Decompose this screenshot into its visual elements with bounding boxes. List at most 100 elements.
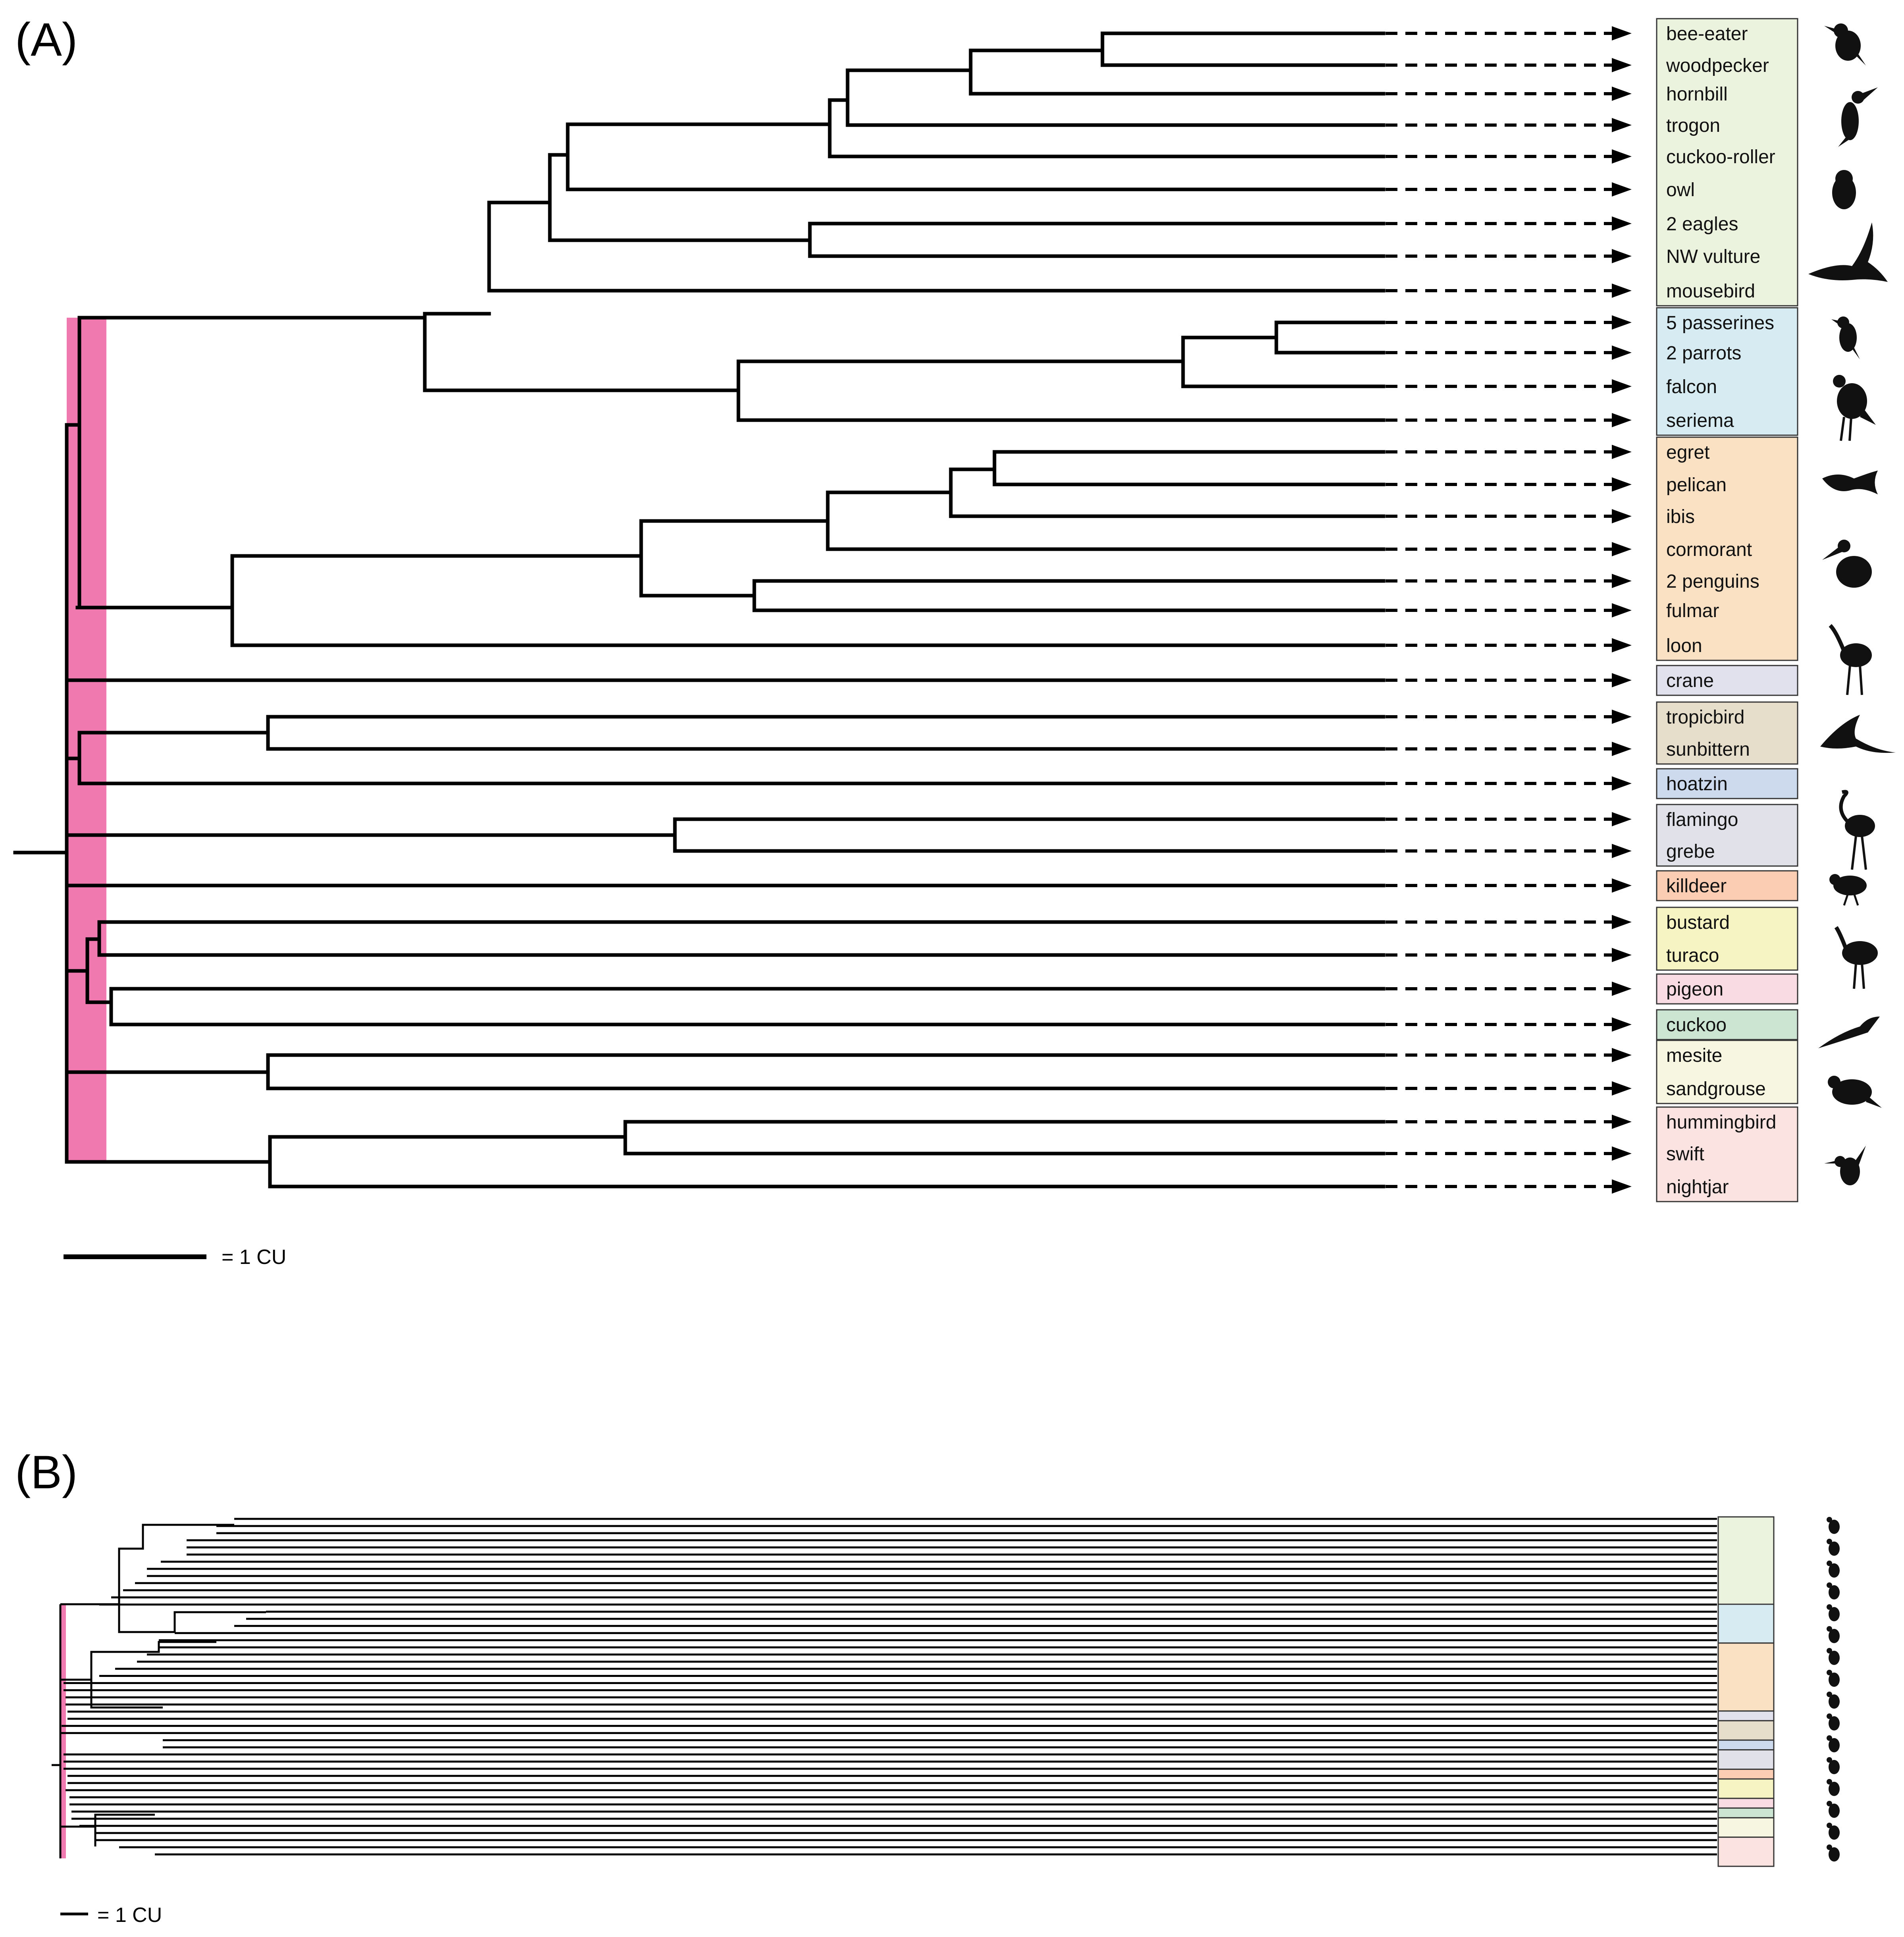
clade-box xyxy=(1656,1009,1798,1040)
hummingbird-icon xyxy=(1824,1146,1866,1185)
bird-mini-icon xyxy=(1827,1517,1832,1522)
arrowhead xyxy=(1612,1179,1632,1194)
clade-box-b xyxy=(1717,1642,1775,1712)
clade-box-b xyxy=(1717,1720,1775,1741)
bird-mini-icon xyxy=(1829,1541,1840,1556)
clade-box xyxy=(1656,18,1798,307)
tip-label: bee-eater xyxy=(1666,23,1748,44)
clade-box xyxy=(1656,804,1798,867)
arrowhead xyxy=(1612,445,1632,459)
arrowhead xyxy=(1612,315,1632,330)
bird-mini-icon xyxy=(1829,1716,1840,1731)
bird-mini-icon xyxy=(1827,1539,1832,1544)
cormorant-icon xyxy=(1822,471,1878,494)
tip-label: cuckoo xyxy=(1666,1015,1727,1036)
bird-mini-icon xyxy=(1829,1760,1840,1774)
tip-label: hummingbird xyxy=(1666,1112,1776,1133)
bustard-icon xyxy=(1834,926,1878,989)
arrowhead xyxy=(1612,776,1632,791)
bird-mini-icon xyxy=(1829,1520,1840,1534)
tip-label: turaco xyxy=(1666,945,1719,966)
arrowhead xyxy=(1612,574,1632,588)
tip-label: flamingo xyxy=(1666,809,1738,830)
clade-box-b xyxy=(1717,1749,1775,1770)
arrowhead xyxy=(1612,1017,1632,1032)
eagle-icon xyxy=(1808,222,1888,282)
arrowhead xyxy=(1612,915,1632,929)
sandgrouse-icon xyxy=(1828,1076,1882,1108)
owl-icon xyxy=(1832,170,1856,209)
bird-mini-icon xyxy=(1829,1607,1840,1621)
bird-mini-icon xyxy=(1829,1563,1840,1578)
tip-label: sandgrouse xyxy=(1666,1078,1766,1100)
tip-label: hornbill xyxy=(1666,84,1728,105)
arrowhead xyxy=(1612,249,1632,263)
tip-label: egret xyxy=(1666,442,1709,463)
clade-box-b xyxy=(1717,1739,1775,1751)
arrowhead xyxy=(1612,149,1632,164)
arrowhead xyxy=(1612,509,1632,523)
tip-label: NW vulture xyxy=(1666,246,1760,267)
bird-mini-icon xyxy=(1827,1844,1832,1850)
bird-mini-icon xyxy=(1829,1673,1840,1687)
tip-label: cormorant xyxy=(1666,539,1752,560)
cuckoo-icon xyxy=(1818,1017,1880,1048)
clade-box-b xyxy=(1717,1807,1775,1819)
bird-mini-icon xyxy=(1829,1651,1840,1665)
panel-a: (A) bee-eater woodpecker hornbill trogon cuc… xyxy=(13,14,1896,1269)
hornbill-icon xyxy=(1838,87,1878,147)
clade-box-b xyxy=(1717,1798,1775,1809)
tip-label: pigeon xyxy=(1666,979,1723,1000)
arrowhead xyxy=(1612,638,1632,652)
tip-label: bustard xyxy=(1666,912,1730,933)
tip-label: mesite xyxy=(1666,1045,1722,1066)
silhouettes xyxy=(1808,23,1896,1185)
bird-mini-icon xyxy=(1829,1585,1840,1599)
bird-mini-icon xyxy=(1827,1626,1832,1632)
arrowhead xyxy=(1612,812,1632,826)
arrowhead xyxy=(1612,603,1632,617)
tip-label: trogon xyxy=(1666,115,1720,136)
clade-box xyxy=(1656,1106,1798,1202)
bird-mini-icon xyxy=(1827,1670,1832,1675)
bird-mini-icon xyxy=(1829,1694,1840,1709)
arrowhead xyxy=(1612,182,1632,197)
tip-label: mousebird xyxy=(1666,281,1755,302)
clade-box xyxy=(1656,436,1798,661)
arrowhead xyxy=(1612,742,1632,756)
clade-box-b xyxy=(1717,1837,1775,1867)
tip-label: nightjar xyxy=(1666,1177,1729,1198)
bird-mini-icon xyxy=(1829,1825,1840,1840)
tip-labels: bee-eater woodpecker hornbill trogon cuckoo-… xyxy=(1666,23,1776,1198)
panel-b: (B) = 1 CU xyxy=(15,1446,1840,1927)
arrowhead xyxy=(1612,1081,1632,1096)
panel-b-label: (B) xyxy=(15,1446,77,1499)
arrowhead xyxy=(1612,1146,1632,1161)
bird-mini-icon xyxy=(1827,1757,1832,1763)
tip-label: fulmar xyxy=(1666,600,1719,621)
bird-mini-icon xyxy=(1829,1782,1840,1796)
tip-label: woodpecker xyxy=(1666,55,1769,76)
tip-label: 2 penguins xyxy=(1666,571,1759,592)
clade-box-b xyxy=(1717,1778,1775,1799)
scale-label-a: = 1 CU xyxy=(222,1246,286,1269)
arrowhead xyxy=(1612,1115,1632,1129)
flamingo-icon xyxy=(1839,790,1875,870)
root-highlight-bar-b xyxy=(60,1604,66,1858)
arrowhead xyxy=(1612,1048,1632,1062)
arrowhead xyxy=(1612,216,1632,231)
tip-label: ibis xyxy=(1666,506,1695,527)
bird-mini-icon xyxy=(1827,1801,1832,1806)
bird-mini-icon xyxy=(1827,1582,1832,1588)
scale-label-b: = 1 CU xyxy=(97,1904,162,1927)
bee-eater-icon xyxy=(1824,23,1866,66)
panel-b-clade-boxes xyxy=(1717,1516,1775,1867)
clade-boxes xyxy=(1656,18,1798,1202)
arrowhead xyxy=(1612,284,1632,298)
arrowhead xyxy=(1612,58,1632,72)
panel-a-label: (A) xyxy=(15,14,77,66)
tip-label: 5 passerines xyxy=(1666,313,1774,334)
root-highlight-bar xyxy=(67,318,106,1162)
tip-label: tropicbird xyxy=(1666,707,1744,728)
